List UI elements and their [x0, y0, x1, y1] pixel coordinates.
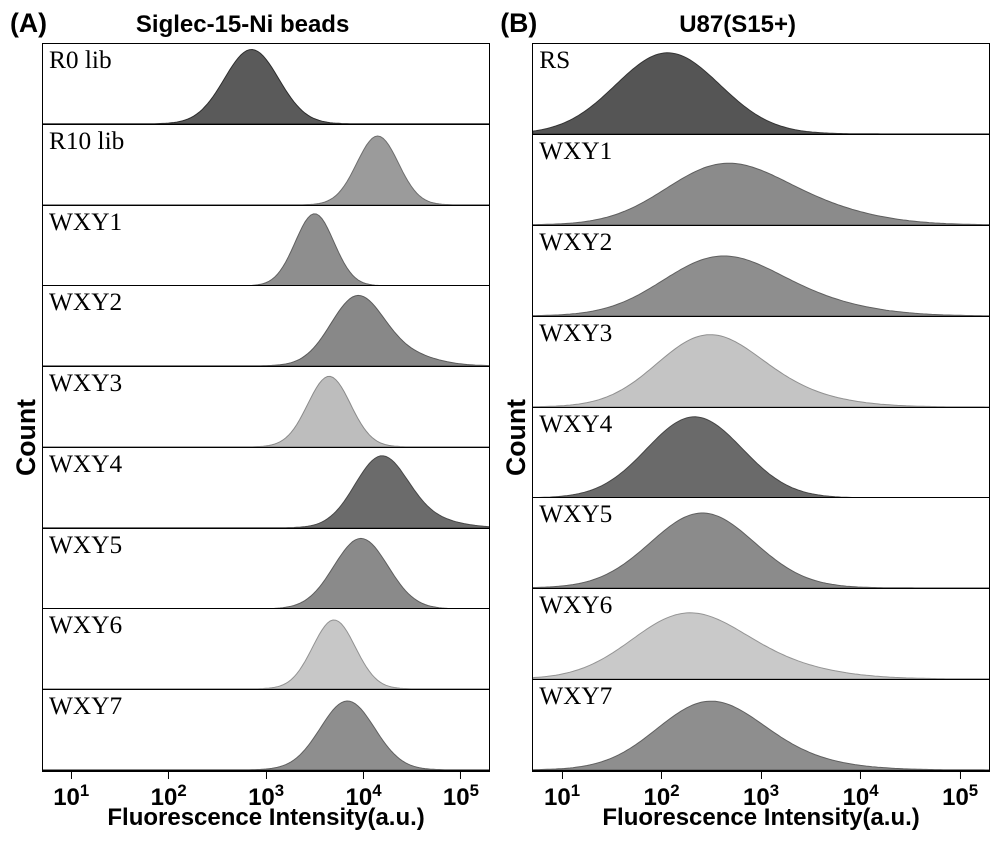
histogram-track: WXY1: [533, 135, 989, 226]
histogram-track: R10 lib: [43, 125, 489, 206]
track-label: WXY5: [49, 531, 122, 560]
histogram-track: WXY3: [533, 317, 989, 408]
track-label: WXY6: [49, 611, 122, 640]
x-axis-ticks: 101102103104105: [42, 772, 490, 802]
x-tick: 105: [443, 772, 479, 812]
plot-outer: Count R0 lib R10 lib WXY1 WXY2 WXY3 WXY4 WXY5 WX…: [10, 43, 490, 832]
ylabel-wrap: Count: [10, 43, 42, 832]
plot-outer: CountRSWXY1WXY2WXY3WXY4WXY5WXY6WXY710110…: [500, 43, 990, 832]
histogram-track: WXY6: [533, 589, 989, 680]
histogram-area: [533, 53, 989, 134]
x-tick-label: 105: [942, 784, 978, 811]
track-label: WXY2: [539, 228, 612, 257]
histogram-area: [533, 701, 989, 770]
histogram-area: [533, 613, 989, 679]
histogram-track: WXY4: [533, 408, 989, 499]
panel-tag: (B): [500, 8, 537, 39]
histogram-area: [533, 256, 989, 316]
histogram-stack: RS WXY1 WXY2 WXY3 WXY4 WXY5 WXY6 WXY7: [532, 43, 990, 772]
track-label: WXY3: [539, 319, 612, 348]
panel-tag: (A): [10, 8, 47, 39]
x-tick: 103: [248, 772, 284, 812]
histogram-track: WXY6: [43, 609, 489, 690]
track-label: WXY7: [539, 682, 612, 711]
track-label: WXY6: [539, 591, 612, 620]
x-tick: 101: [544, 772, 580, 812]
track-label: WXY1: [49, 208, 122, 237]
x-tick: 104: [345, 772, 381, 812]
panel-title: U87(S15+): [555, 11, 990, 39]
x-tick-label: 103: [743, 784, 779, 811]
panel-B: (B) U87(S15+) Count RS WXY1 WXY2 WXY3 WXY4 WXY5 W…: [490, 8, 990, 832]
x-tick-label: 104: [345, 784, 381, 811]
track-label: WXY1: [539, 137, 612, 166]
histogram-track: WXY7: [533, 680, 989, 770]
y-axis-label: Count: [501, 399, 532, 476]
histogram-track: RS: [533, 44, 989, 135]
y-axis-label: Count: [11, 399, 42, 476]
x-tick: 104: [843, 772, 879, 812]
x-tick: 102: [151, 772, 187, 812]
x-tick-label: 103: [248, 784, 284, 811]
x-tick-label: 102: [644, 784, 680, 811]
histogram-track: R0 lib: [43, 44, 489, 125]
track-label: WXY4: [539, 410, 612, 439]
x-tick: 102: [644, 772, 680, 812]
x-tick-label: 102: [151, 784, 187, 811]
x-axis: 101102103104105Fluorescence Intensity(a.…: [42, 772, 490, 832]
panel-title-row: (B) U87(S15+): [500, 8, 990, 39]
panel-A: (A) Siglec-15-Ni beads Count R0 lib R10 lib W…: [10, 8, 490, 832]
histogram-track: WXY5: [533, 498, 989, 589]
track-label: RS: [539, 46, 570, 75]
track-label: WXY3: [49, 369, 122, 398]
histogram-track: WXY5: [43, 529, 489, 610]
histogram-track: WXY2: [533, 226, 989, 317]
x-tick: 101: [53, 772, 89, 812]
x-axis: 101102103104105Fluorescence Intensity(a.…: [532, 772, 990, 832]
x-axis-ticks: 101102103104105: [532, 772, 990, 802]
track-label: WXY4: [49, 450, 122, 479]
histogram-track: WXY3: [43, 367, 489, 448]
histogram-track: WXY7: [43, 690, 489, 770]
x-tick-label: 105: [443, 784, 479, 811]
x-tick-label: 104: [843, 784, 879, 811]
histogram-track: WXY4: [43, 448, 489, 529]
histogram-track: WXY1: [43, 206, 489, 287]
figure-root: (A) Siglec-15-Ni beads Count R0 lib R10 lib W…: [0, 0, 1000, 842]
x-tick: 103: [743, 772, 779, 812]
histogram-area: [533, 163, 989, 225]
x-tick: 105: [942, 772, 978, 812]
panel-title-row: (A) Siglec-15-Ni beads: [10, 8, 490, 39]
histogram-track: WXY2: [43, 286, 489, 367]
track-label: WXY2: [49, 288, 122, 317]
x-tick-label: 101: [544, 784, 580, 811]
ylabel-wrap: Count: [500, 43, 532, 832]
histogram-stack: R0 lib R10 lib WXY1 WXY2 WXY3 WXY4 WXY5 WXY6 WXY…: [42, 43, 490, 772]
track-label: WXY7: [49, 692, 122, 721]
track-label: R0 lib: [49, 46, 112, 75]
track-label: WXY5: [539, 500, 612, 529]
track-label: R10 lib: [49, 127, 124, 156]
panel-title: Siglec-15-Ni beads: [65, 11, 490, 39]
histogram-svg: [533, 44, 989, 134]
x-tick-label: 101: [53, 784, 89, 811]
plot-column: R0 lib R10 lib WXY1 WXY2 WXY3 WXY4 WXY5 WXY6 WXY…: [42, 43, 490, 832]
plot-column: RSWXY1WXY2WXY3WXY4WXY5WXY6WXY71011021031…: [532, 43, 990, 832]
